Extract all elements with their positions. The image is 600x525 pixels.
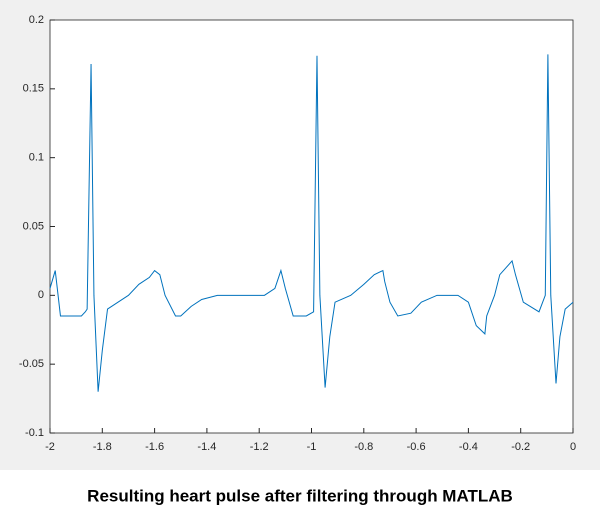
x-tick-label: -0.8 xyxy=(354,441,373,453)
y-tick-label: 0.15 xyxy=(23,83,44,95)
x-tick-label: -1.8 xyxy=(93,441,112,453)
x-tick-label: -0.4 xyxy=(459,441,478,453)
x-tick-label: -0.2 xyxy=(511,441,530,453)
x-tick-label: -1.4 xyxy=(197,441,216,453)
x-tick-label: -2 xyxy=(45,441,55,453)
x-tick-label: -1 xyxy=(307,441,317,453)
plot-area xyxy=(49,19,574,434)
x-tick-label: -1.2 xyxy=(250,441,269,453)
y-tick-label: 0 xyxy=(38,289,44,301)
y-tick-label: 0.1 xyxy=(29,152,44,164)
y-tick-label: -0.05 xyxy=(19,358,44,370)
line xyxy=(49,54,574,392)
x-tick-label: 0 xyxy=(570,441,576,453)
y-tick-label: -0.1 xyxy=(25,427,44,439)
caption: Resulting heart pulse after filtering th… xyxy=(87,486,513,505)
x-tick-label: -1.6 xyxy=(145,441,164,453)
x-tick-label: -0.6 xyxy=(407,441,426,453)
y-tick-label: 0.05 xyxy=(23,220,44,232)
y-tick-label: 0.2 xyxy=(29,14,44,26)
